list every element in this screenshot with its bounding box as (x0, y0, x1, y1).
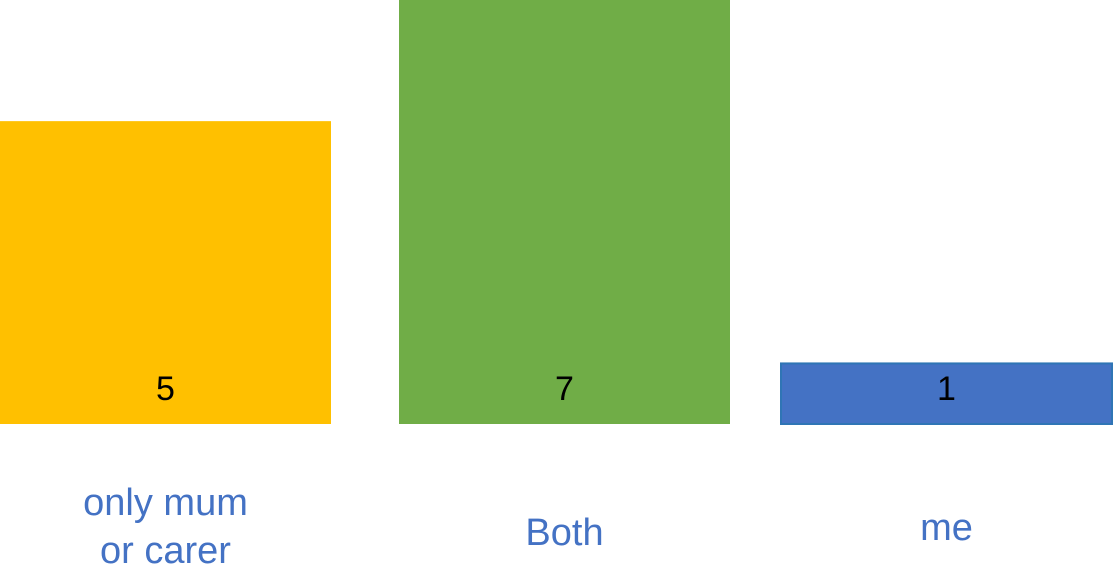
value-labels-group: 5 7 1 (156, 370, 956, 408)
bar-2 (399, 0, 730, 424)
bar-3 (780, 362, 1113, 425)
category-label-line: Both (525, 512, 603, 554)
value-label-3: 1 (937, 370, 956, 408)
category-label-line: or carer (100, 530, 231, 572)
category-label-line: only mum (83, 482, 248, 524)
category-label-1: only mum or carer (83, 482, 248, 572)
value-label-1: 5 (156, 370, 175, 408)
category-label-3: me (920, 507, 973, 549)
category-label-line: me (920, 507, 973, 549)
value-label-2: 7 (555, 370, 574, 408)
bar-1 (0, 121, 331, 425)
bars-group (0, 0, 1113, 425)
category-labels-group: only mum or carer Both me (83, 482, 973, 572)
category-label-2: Both (525, 512, 603, 554)
